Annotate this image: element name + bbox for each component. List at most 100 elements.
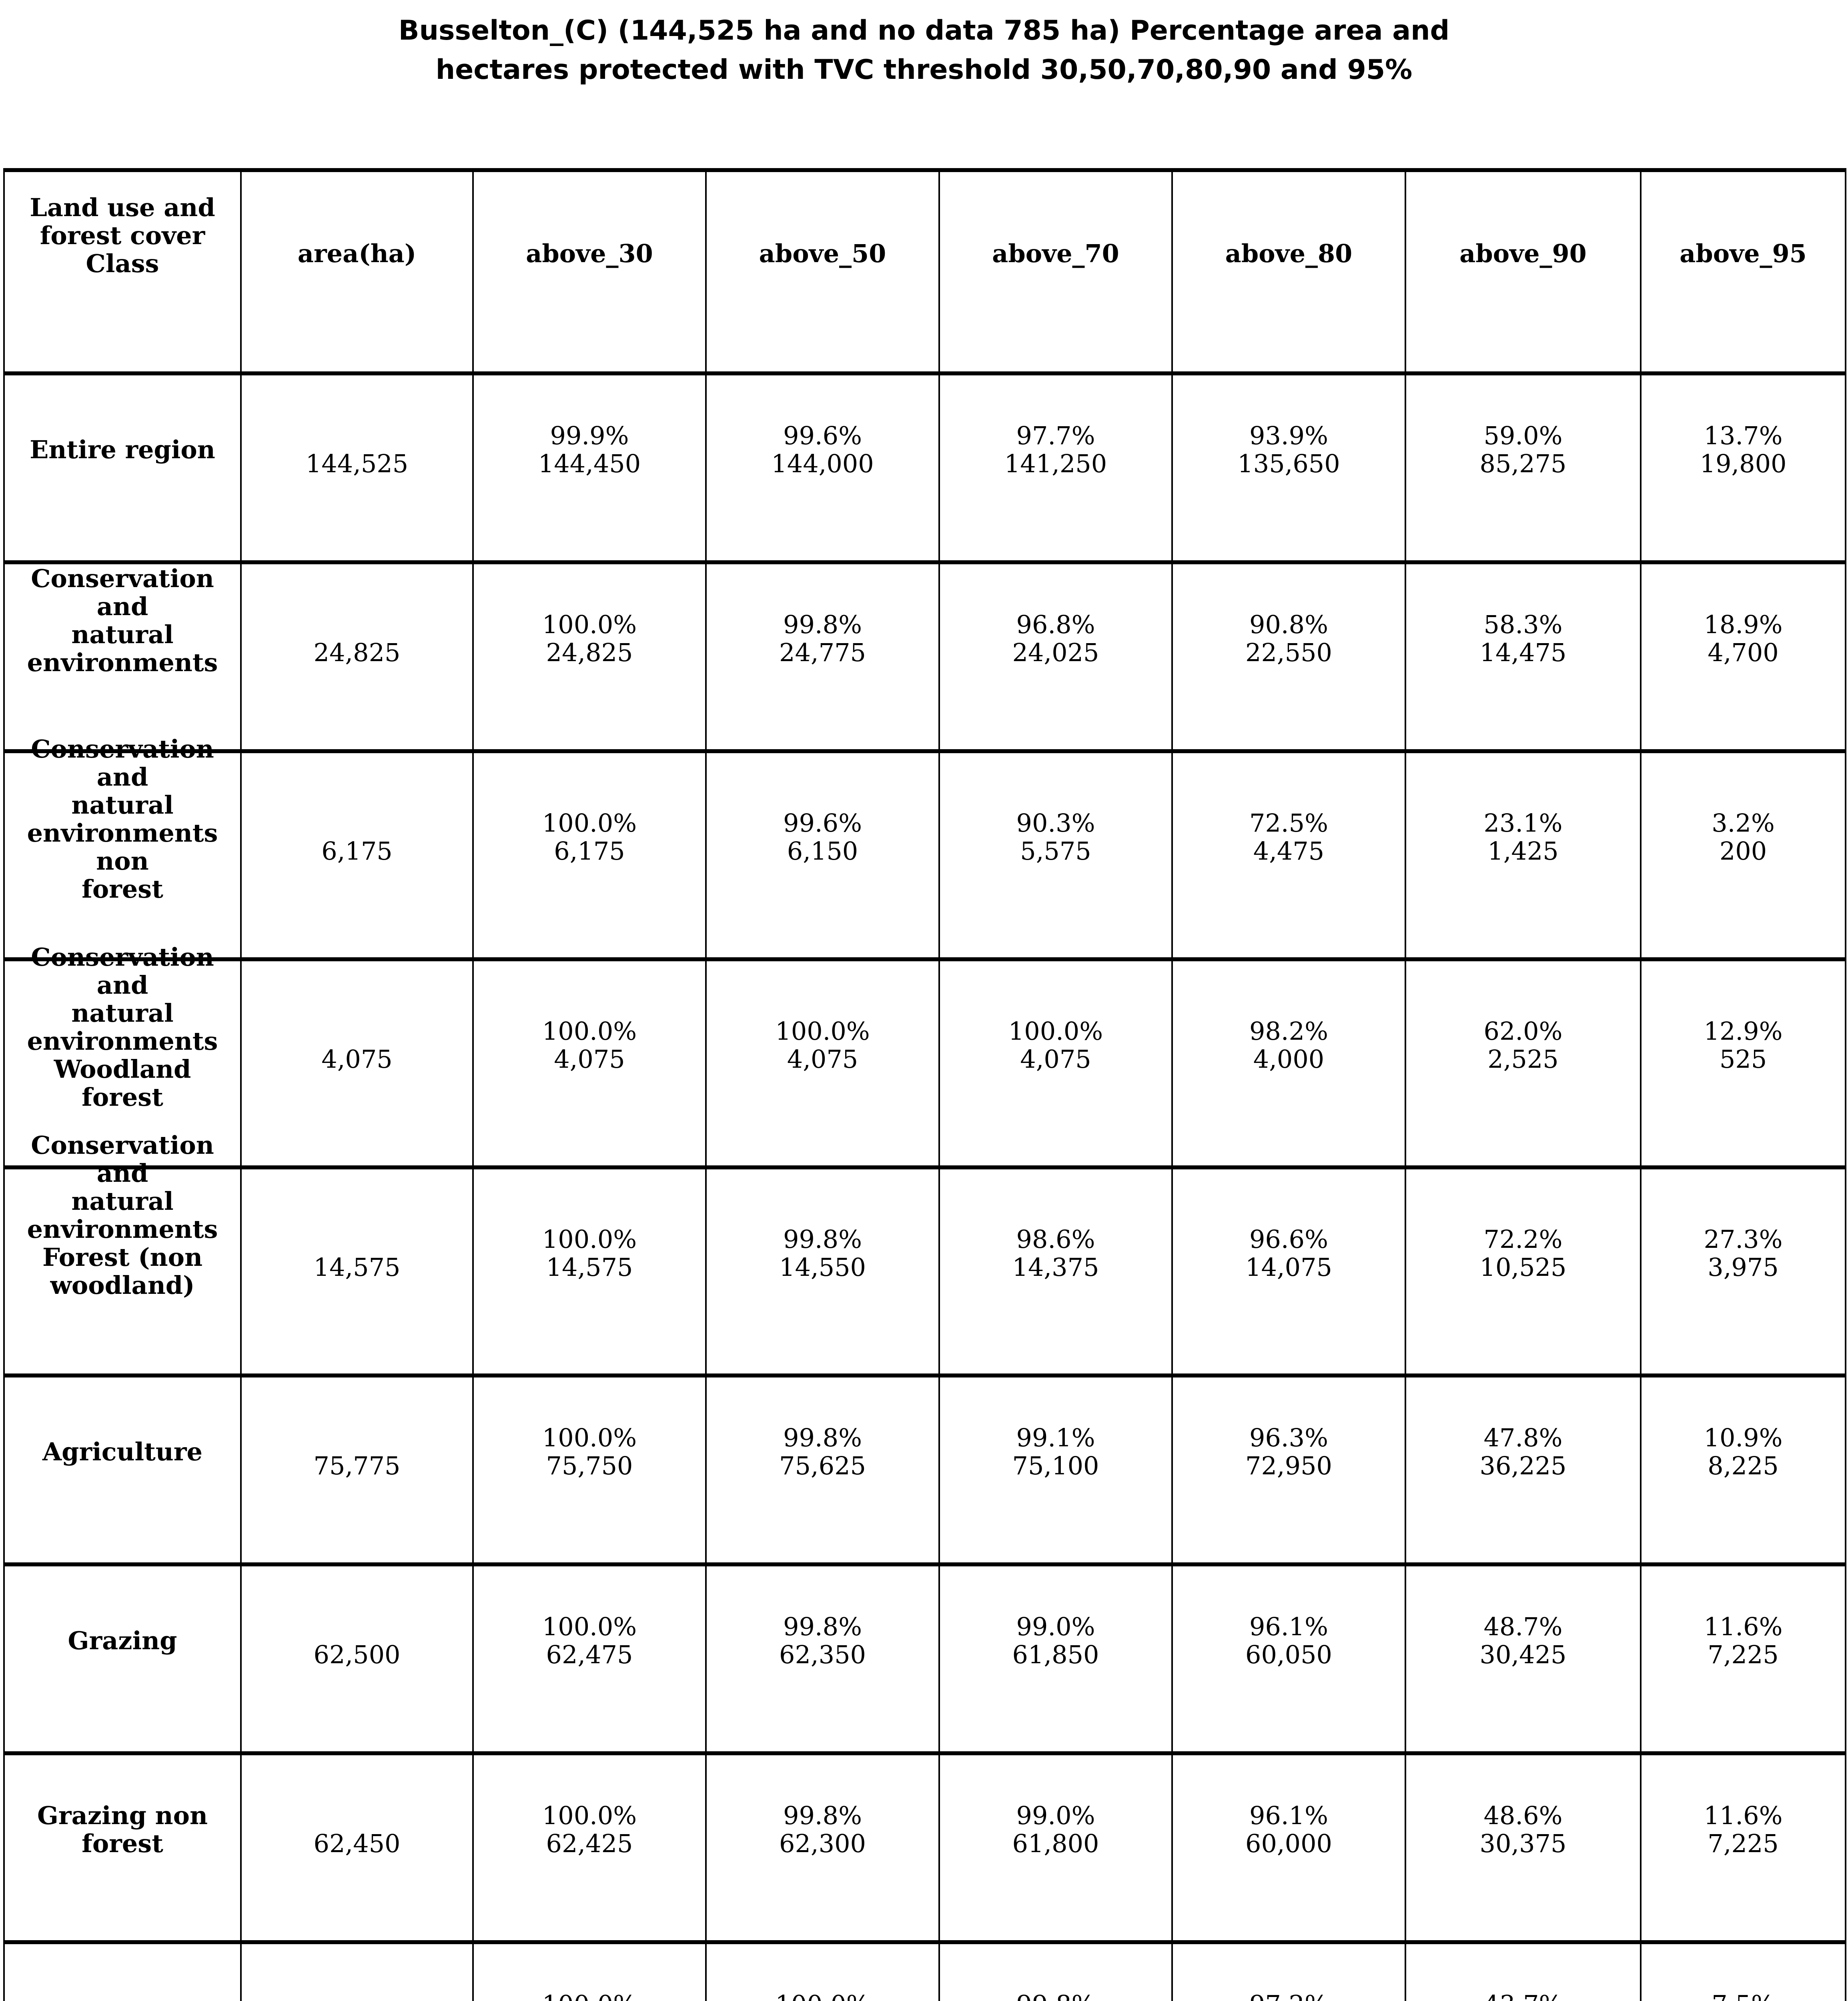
percent-value: 96.3% (1249, 1423, 1328, 1452)
area-cell: 144,525 (240, 371, 474, 564)
hectares-value: 72,950 (1245, 1451, 1332, 1480)
area-cell: 4,075 (240, 957, 474, 1169)
data-cell: 99.0% 61,850 (938, 1562, 1173, 1755)
percent-value: 100.0% (542, 610, 637, 639)
table-row: Conservation and natural environments Fo… (3, 1131, 1846, 1377)
percent-value: 12.9% (1704, 1017, 1783, 1046)
percent-value: 99.6% (783, 808, 862, 838)
percent-value: 13.7% (1704, 421, 1783, 450)
data-cell: 11.6% 7,225 (1640, 1562, 1846, 1755)
percent-value: 100.0% (711, 1991, 934, 2001)
hectares-value: 135,650 (1237, 449, 1340, 478)
data-cell: 96.8% 24,025 (938, 560, 1173, 753)
data-cell: 93.9% 135,650 (1171, 371, 1406, 564)
hectares-value: 4,075 (554, 1045, 625, 1074)
col-header-class: Land use and forest cover Class (3, 168, 242, 375)
data-cell: 58.3% 14,475 (1405, 560, 1642, 753)
percent-value: 100.0% (1008, 1017, 1103, 1046)
percent-value: 100.0% (542, 808, 637, 838)
percent-value: 72.2% (1483, 1225, 1563, 1254)
percent-value: 11.6% (1704, 1612, 1783, 1641)
data-cell: 100.0% 14,575 (472, 1165, 707, 1377)
percent-value: 99.8% (783, 1225, 862, 1254)
percent-value: 90.8% (1249, 610, 1328, 639)
percent-value: 96.1% (1249, 1612, 1328, 1641)
data-cell: 100.0% 6,175 (472, 749, 707, 961)
percent-value: 99.8% (783, 1612, 862, 1641)
percent-value: 59.0% (1483, 421, 1563, 450)
percent-value: 62.0% (1483, 1017, 1563, 1046)
data-cell: 98.6% 14,375 (938, 1165, 1173, 1377)
col-header-area: area(ha) (240, 168, 474, 375)
data-cell: 96.1% 60,000 (1171, 1751, 1406, 1944)
percent-value: 99.9% (550, 421, 629, 450)
col-header-above-80: above_80 (1171, 168, 1406, 375)
hectares-value: 141,250 (1004, 449, 1107, 478)
col-header-label: above_70 (992, 239, 1119, 268)
data-cell: 47.8% 36,225 (1405, 1373, 1642, 1566)
hectares-value: 2,525 (1487, 1045, 1559, 1074)
data-cell: 27.3% 3,975 (1640, 1165, 1846, 1377)
percent-value: 99.0% (1016, 1801, 1095, 1830)
table-header-row: Land use and forest cover Class area(ha)… (3, 168, 1846, 375)
percent-value: 11.6% (1704, 1801, 1783, 1830)
hectares-value: 4,000 (1253, 1045, 1325, 1074)
hectares-value: 24,825 (546, 638, 633, 667)
col-header-label: area(ha) (297, 239, 417, 268)
col-header-label: above_30 (526, 239, 653, 268)
hectares-value: 30,375 (1479, 1829, 1567, 1858)
row-label-cell: Grazing non forest (3, 1751, 242, 1944)
hectares-value: 144,450 (538, 449, 641, 478)
percent-value: 100.0% (542, 1801, 637, 1830)
hectares-value: 4,075 (787, 1045, 858, 1074)
percent-value: 96.1% (1249, 1801, 1328, 1830)
percent-value: 99.8% (783, 1801, 862, 1830)
hectares-value: 60,000 (1245, 1829, 1332, 1858)
data-cell: 11.6% 7,225 (1640, 1751, 1846, 1944)
hectares-value: 14,075 (1245, 1253, 1332, 1282)
hectares-value: 4,700 (1708, 638, 1779, 667)
hectares-value: 14,475 (1479, 638, 1567, 667)
page-title: Busselton_(C) (144,525 ha and no data 78… (0, 11, 1848, 90)
data-cell: 18.9% 4,700 (1640, 560, 1846, 753)
percent-value: 27.3% (1704, 1225, 1783, 1254)
page-title-line-1: Busselton_(C) (144,525 ha and no data 78… (398, 15, 1450, 46)
data-cell: 99.1% 75,100 (938, 1373, 1173, 1566)
hectares-value: 14,550 (779, 1253, 866, 1282)
percent-value: 72.5% (1249, 808, 1328, 838)
hectares-value: 7,225 (1708, 1829, 1779, 1858)
percent-value: 98.2% (1249, 1017, 1328, 1046)
data-cell: 72.2% 10,525 (1405, 1165, 1642, 1377)
percent-value: 100.0% (542, 1423, 637, 1452)
data-cell: 90.8% 22,550 (1171, 560, 1406, 753)
area-value: 62,450 (313, 1829, 401, 1858)
percent-value: 100.0% (542, 1612, 637, 1641)
hectares-value: 5,575 (1020, 836, 1091, 866)
percent-value: 3.2% (1712, 808, 1775, 838)
row-label: Entire region (30, 435, 215, 464)
percent-value: 47.8% (1483, 1423, 1563, 1452)
col-header-above-50: above_50 (705, 168, 940, 375)
row-label: Conservation and natural environments Fo… (27, 1131, 218, 1300)
row-label: Agriculture (42, 1437, 202, 1466)
data-cell: 23.1% 1,425 (1405, 749, 1642, 961)
percent-value: 48.7% (1483, 1612, 1563, 1641)
data-cell: 96.1% 60,050 (1171, 1562, 1406, 1755)
percent-value: 97.2% (1177, 1991, 1401, 2001)
area-value: 4,075 (321, 1045, 393, 1074)
hectares-value: 6,150 (787, 836, 858, 866)
page-title-line-2: hectares protected with TVC threshold 30… (435, 54, 1413, 86)
data-cell: 100.0% 24,825 (472, 560, 707, 753)
percent-value: 99.0% (1016, 1612, 1095, 1641)
data-cell: 99.8% 14,550 (705, 1165, 940, 1377)
data-cell: 99.8% 62,350 (705, 1562, 940, 1755)
hectares-value: 1,425 (1487, 836, 1559, 866)
percent-value: 23.1% (1483, 808, 1563, 838)
percent-value: 96.6% (1249, 1225, 1328, 1254)
row-label: Grazing (68, 1626, 177, 1655)
row-label-cell: Grazing (3, 1562, 242, 1755)
hectares-value: 4,075 (1020, 1045, 1091, 1074)
col-header-label: Land use and forest cover Class (30, 193, 215, 278)
data-cell: 99.8% 75,625 (705, 1373, 940, 1566)
percent-value: 10.9% (1704, 1423, 1783, 1452)
